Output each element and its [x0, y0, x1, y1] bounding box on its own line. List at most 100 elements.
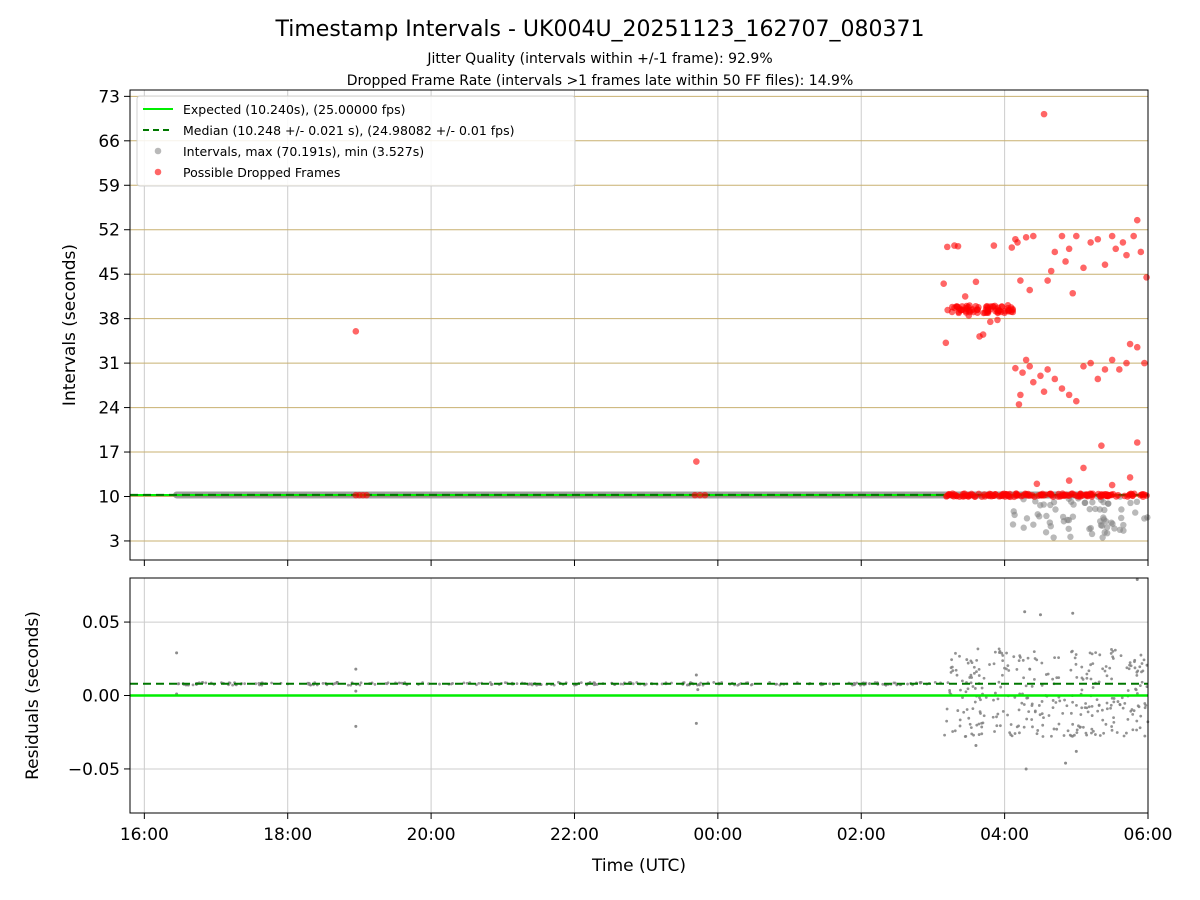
x-tick-label: 22:00 [550, 825, 599, 845]
residual-point [592, 681, 596, 685]
residual-point [1084, 702, 1088, 705]
dropped-point [1022, 234, 1030, 241]
residual-point [1074, 749, 1078, 753]
x-axis-label: Time (UTC) [591, 856, 686, 876]
dropped-point [1047, 267, 1055, 275]
residual-point [1096, 709, 1100, 713]
residual-point [1050, 734, 1053, 738]
dropped-point [1133, 343, 1141, 351]
residual-point [1127, 667, 1131, 671]
residual-point [977, 722, 981, 726]
residual-point [1098, 734, 1102, 737]
residual-point [1015, 725, 1019, 729]
residual-point [1129, 664, 1133, 668]
residual-point [373, 682, 377, 686]
residual-point [465, 681, 469, 685]
dropped-point [1019, 492, 1027, 499]
interval-point [1050, 534, 1057, 541]
dropped-point [1133, 216, 1141, 224]
residual-point [1101, 718, 1105, 722]
dropped-point [1008, 244, 1016, 251]
residual-point [1135, 674, 1139, 677]
residual-point [1086, 710, 1090, 714]
residual-point [694, 721, 698, 725]
residual-point [737, 682, 741, 686]
dropped-point [1065, 391, 1073, 399]
interval-point [1065, 525, 1072, 532]
residual-point [1047, 714, 1051, 717]
residual-point [1018, 731, 1021, 735]
x-tick-label: 00:00 [693, 825, 742, 845]
residual-point [1123, 701, 1127, 705]
interval-point [1101, 529, 1108, 536]
residual-point [991, 715, 995, 719]
residual-point [1113, 648, 1117, 652]
residual-point [1143, 734, 1147, 738]
interval-point [1034, 511, 1041, 518]
residual-point [1038, 613, 1042, 617]
dropped-point [990, 303, 997, 310]
dropped-point [1049, 493, 1057, 501]
residual-point [1125, 666, 1129, 670]
dropped-point [1119, 239, 1127, 246]
interval-point [1096, 506, 1104, 513]
residual-point [1135, 670, 1139, 674]
residual-point [1134, 687, 1137, 691]
residual-point [699, 681, 703, 685]
residual-point [978, 696, 981, 700]
residual-point [977, 667, 981, 671]
dropped-point [943, 492, 951, 500]
dropped-point [1019, 369, 1026, 376]
residual-point [995, 715, 998, 719]
residual-point [1057, 656, 1060, 660]
dropped-point [1101, 261, 1109, 268]
legend-entry-label: Expected (10.240s), (25.00000 fps) [183, 102, 405, 117]
residual-point [975, 723, 979, 727]
residual-point [1111, 650, 1115, 653]
dropped-point [1137, 248, 1145, 256]
residual-point [1135, 728, 1138, 732]
interval-point [1020, 524, 1027, 531]
residual-point [1037, 704, 1041, 707]
y-tick-label: 24 [98, 399, 120, 419]
residual-point [1001, 709, 1005, 713]
residual-point [1057, 722, 1061, 726]
interval-point [1132, 509, 1139, 516]
residual-point [438, 682, 441, 686]
legend-entry-label: Possible Dropped Frames [183, 165, 340, 180]
residual-point [1112, 700, 1116, 704]
interval-point [1105, 500, 1112, 507]
interval-point [1100, 516, 1108, 523]
residual-point [1090, 652, 1094, 656]
residual-point [1083, 706, 1087, 710]
x-tick-label: 04:00 [980, 825, 1029, 845]
dropped-point [954, 242, 962, 250]
residual-point [972, 665, 976, 669]
residual-point [1042, 716, 1045, 719]
residual-point [1000, 651, 1004, 655]
dropped-point [1017, 277, 1024, 284]
residual-point [1030, 718, 1034, 721]
interval-point [1120, 527, 1127, 534]
interval-point [1118, 514, 1125, 522]
dropped-point [973, 306, 981, 314]
dropped-point [943, 243, 951, 251]
residual-point [1097, 680, 1101, 684]
x-tick-label: 18:00 [263, 825, 312, 845]
x-tick-label: 20:00 [407, 825, 456, 845]
residual-point [1071, 722, 1075, 726]
dropped-point [1080, 264, 1087, 272]
legend-entry-label: Intervals, max (70.191s), min (3.527s) [183, 144, 424, 159]
residual-point [1109, 706, 1112, 710]
residual-point [906, 682, 909, 686]
residual-point [1040, 661, 1044, 665]
residual-point [1071, 700, 1075, 704]
dropped-point [1087, 359, 1094, 367]
residual-point [1105, 707, 1109, 711]
residual-point [712, 681, 716, 684]
dropped-point [1130, 232, 1137, 240]
residual-point [354, 667, 358, 671]
residual-point [1052, 727, 1056, 731]
residual-point [1051, 677, 1055, 681]
